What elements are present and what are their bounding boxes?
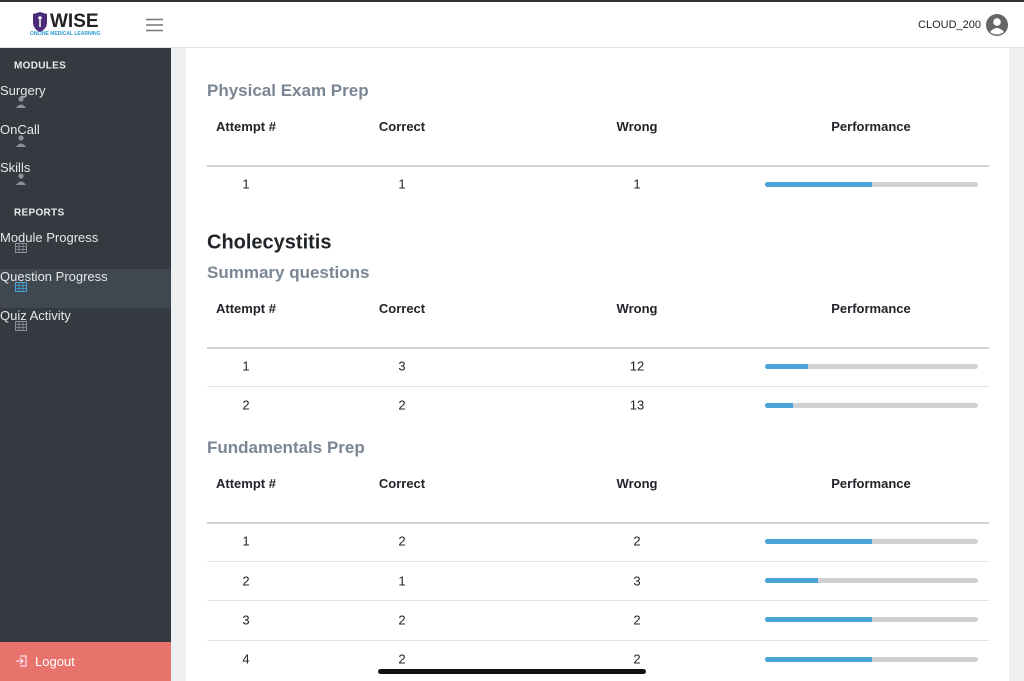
column-header: Wrong	[616, 301, 658, 316]
top-bar: WISE ONLINE MEDICAL LEARNING CLOUD_200	[0, 0, 1024, 48]
performance-track	[765, 181, 978, 187]
performance-track	[765, 363, 978, 369]
home-indicator	[378, 669, 646, 674]
column-header: Attempt #	[216, 301, 276, 316]
sidebar-item[interactable]: Question Progress	[0, 268, 171, 308]
sidebar-item[interactable]: Module Progress	[0, 230, 171, 269]
row-divider	[207, 600, 989, 602]
table-cell: 2	[242, 573, 250, 589]
performance-track	[765, 402, 978, 408]
performance-bar	[765, 617, 872, 623]
table-cell: 1	[242, 176, 250, 192]
logo-subtitle: ONLINE MEDICAL LEARNING	[30, 31, 101, 37]
content-card	[186, 0, 1009, 681]
table-cell: 4	[242, 651, 250, 667]
table-cell: 1	[242, 358, 250, 374]
performance-track	[765, 538, 978, 544]
column-header: Performance	[831, 476, 911, 492]
performance-track	[765, 656, 978, 662]
user-avatar[interactable]	[986, 14, 1008, 36]
row-divider	[207, 639, 989, 641]
table-cell: 1	[242, 533, 250, 549]
sidebar-heading: MODULES	[14, 60, 67, 72]
performance-bar	[765, 402, 793, 408]
sidebar: Logout MODULES Surgery OnCall Skills REPORTS…	[0, 48, 171, 681]
header-divider	[207, 347, 989, 349]
table-cell: 2	[398, 533, 406, 549]
header-divider	[207, 165, 989, 167]
table-cell: 2	[633, 651, 641, 667]
user-name[interactable]: CLOUD_200	[918, 19, 981, 31]
sidebar-item[interactable]: Skills	[0, 160, 171, 199]
sidebar-item-label: Module Progress	[0, 230, 99, 246]
column-header: Wrong	[616, 119, 658, 134]
sidebar-heading: REPORTS	[14, 207, 65, 219]
sidebar-item-label: Surgery	[0, 83, 46, 98]
table-cell: 2	[242, 397, 250, 413]
table-cell: 3	[242, 612, 250, 628]
performance-bar	[765, 363, 808, 369]
quiz-title: Fundamentals Prep	[207, 438, 365, 458]
table-cell: 13	[629, 397, 645, 413]
performance-track	[765, 617, 978, 623]
sidebar-item-label: OnCall	[0, 121, 40, 137]
column-header: Attempt #	[216, 119, 276, 134]
sidebar-item-label: Skills	[0, 160, 31, 176]
sidebar-item-label: Question Progress	[0, 268, 108, 284]
header-divider	[207, 522, 989, 525]
sidebar-item[interactable]: Surgery	[0, 83, 171, 122]
logo: WISE	[50, 11, 99, 32]
sidebar-item[interactable]: Quiz Activity	[0, 308, 171, 347]
column-header: Correct	[378, 476, 426, 492]
performance-track	[765, 578, 978, 584]
row-divider	[207, 385, 989, 387]
section-title: Cholecystitis	[207, 231, 332, 254]
table-cell: 3	[398, 358, 406, 374]
column-header: Attempt #	[216, 476, 276, 492]
quiz-title: Physical Exam Prep	[207, 81, 369, 100]
performance-bar	[765, 578, 819, 584]
row-divider	[207, 561, 989, 563]
performance-bar	[765, 181, 872, 187]
performance-bar	[765, 656, 872, 662]
table-cell: 12	[629, 358, 645, 374]
sidebar-item-label: Quiz Activity	[0, 307, 71, 323]
column-header: Performance	[831, 119, 911, 134]
table-cell: 2	[398, 397, 406, 413]
table-cell: 2	[398, 612, 406, 628]
column-header: Correct	[378, 301, 426, 316]
column-header: Performance	[831, 301, 911, 316]
logout-label: Logout	[35, 654, 75, 669]
logo-icon	[33, 12, 47, 32]
table-cell: 1	[398, 573, 406, 589]
column-header: Wrong	[616, 476, 658, 492]
sidebar-item[interactable]: OnCall	[0, 122, 171, 161]
table-cell: 2	[398, 651, 406, 667]
table-cell: 1	[633, 176, 641, 192]
column-header: Correct	[378, 119, 426, 134]
logout-button[interactable]: Logout	[0, 642, 171, 681]
quiz-title: Summary questions	[207, 263, 370, 282]
table-cell: 2	[633, 533, 641, 549]
table-cell: 1	[398, 176, 406, 192]
table-cell: 3	[633, 573, 641, 589]
table-cell: 2	[633, 612, 641, 628]
menu-button[interactable]	[146, 18, 163, 32]
performance-bar	[765, 538, 872, 544]
